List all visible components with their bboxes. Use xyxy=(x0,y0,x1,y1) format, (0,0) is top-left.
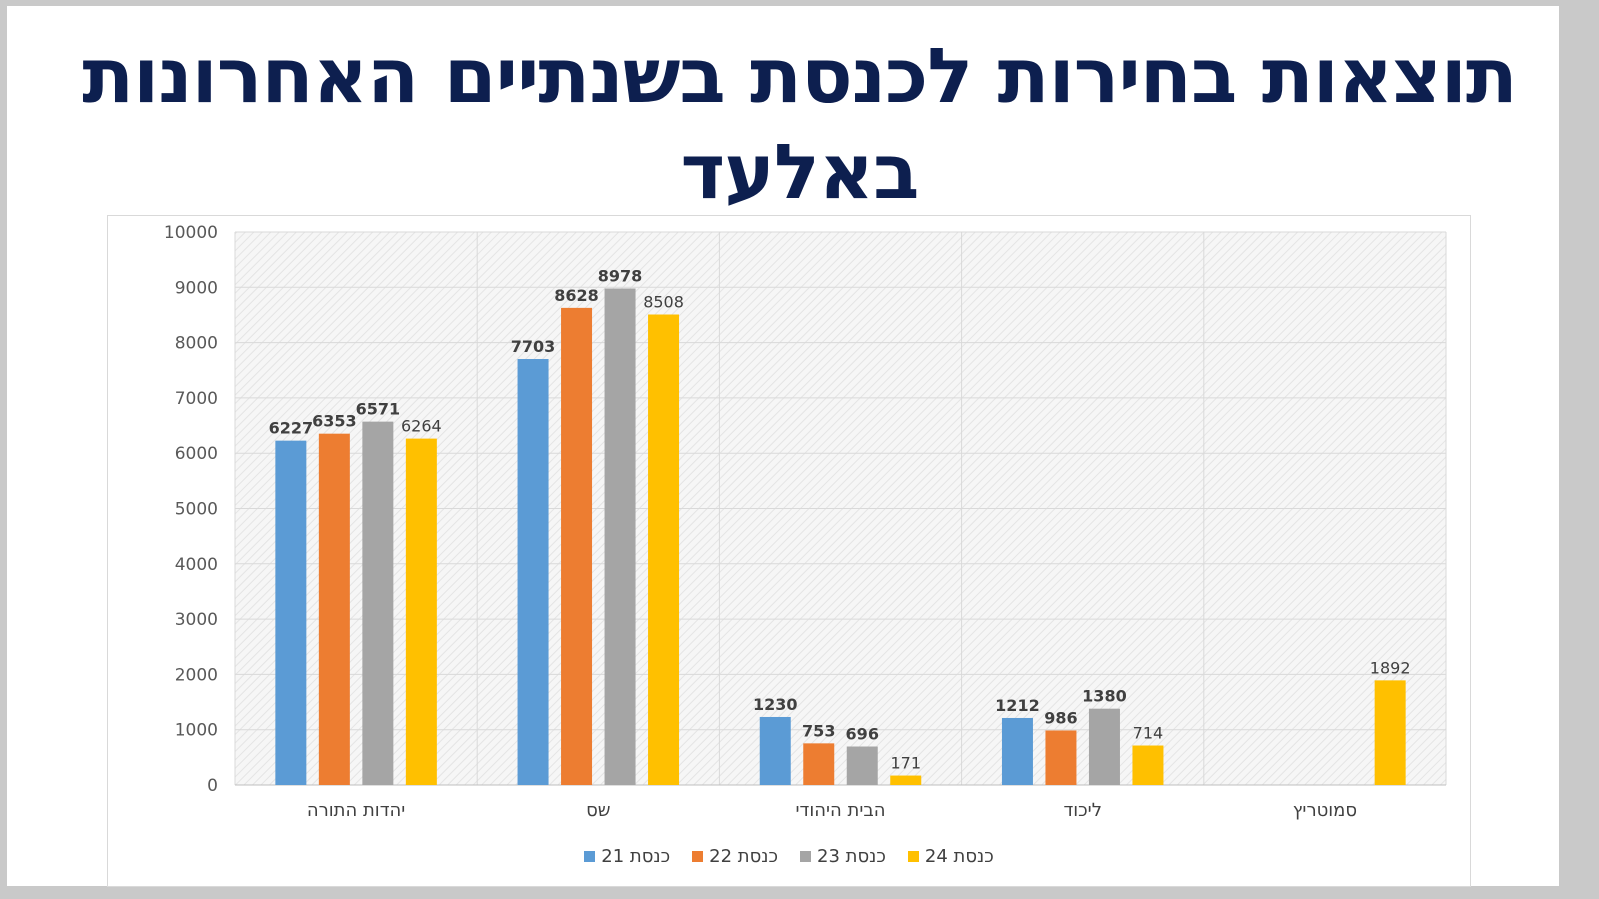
chart-legend: כנסת 21 כנסת 22 כנסת 23 כנסת 24 xyxy=(108,846,1470,867)
y-tick-label: 3000 xyxy=(175,610,218,630)
bar xyxy=(1088,708,1120,785)
x-tick-label: הבית היהודי xyxy=(795,800,885,821)
legend-swatch xyxy=(692,851,704,862)
data-label: 6571 xyxy=(356,400,401,419)
chart-container: 0 1000 2000 3000 4000 5000 6000 7000 8000 9000 100… xyxy=(107,215,1471,887)
legend-swatch xyxy=(907,851,919,862)
data-label: 1230 xyxy=(753,695,798,714)
y-tick-label: 1000 xyxy=(175,721,218,741)
bar xyxy=(561,307,593,785)
legend-label: כנסת 21 xyxy=(601,846,671,867)
data-label: 8628 xyxy=(554,286,599,305)
bar xyxy=(275,440,307,785)
bar xyxy=(517,359,549,785)
data-label: 986 xyxy=(1044,708,1077,727)
y-tick-label: 9000 xyxy=(175,278,218,298)
x-axis: יהדות התורה שס הבית היהודי ליכוד סמוטריץ xyxy=(307,800,1357,821)
data-label: 8508 xyxy=(643,293,684,312)
y-tick-label: 2000 xyxy=(175,665,218,685)
bar xyxy=(846,746,878,785)
bars xyxy=(275,288,1406,785)
y-tick-label: 10000 xyxy=(164,223,218,243)
x-tick-label: סמוטריץ xyxy=(1293,800,1357,821)
bar xyxy=(362,421,394,785)
data-label: 7703 xyxy=(511,337,556,356)
data-label: 1380 xyxy=(1082,687,1127,706)
legend-swatch xyxy=(800,851,811,862)
page-title: תוצאות בחירות לכנסת בשנתיים האחרונות באל… xyxy=(82,31,1518,216)
bar xyxy=(648,314,680,785)
bar xyxy=(1001,717,1033,785)
bar xyxy=(405,438,437,785)
y-tick-label: 0 xyxy=(207,776,218,796)
bar xyxy=(1045,730,1077,785)
x-tick-label: יהדות התורה xyxy=(307,800,405,821)
bar-chart: 0 1000 2000 3000 4000 5000 6000 7000 8000 9000 100… xyxy=(164,223,1447,821)
bar xyxy=(803,743,835,785)
bar xyxy=(890,775,922,785)
legend-label: כנסת 24 xyxy=(924,846,994,867)
bar xyxy=(318,433,350,785)
bar xyxy=(1374,680,1406,785)
data-label: 696 xyxy=(846,725,879,744)
x-tick-label: ליכוד xyxy=(1063,800,1102,821)
bar xyxy=(759,716,791,785)
y-tick-label: 5000 xyxy=(175,500,218,520)
y-tick-label: 8000 xyxy=(175,334,218,354)
data-label: 1892 xyxy=(1370,658,1411,677)
bar xyxy=(604,288,636,785)
y-tick-label: 4000 xyxy=(175,555,218,575)
y-tick-label: 6000 xyxy=(175,444,218,464)
legend-label: כנסת 23 xyxy=(817,846,886,867)
bar xyxy=(1132,745,1164,785)
legend-label: כנסת 22 xyxy=(709,846,778,867)
legend-item: כנסת 23 xyxy=(800,846,886,867)
data-label: 714 xyxy=(1133,724,1164,743)
data-label: 6264 xyxy=(401,417,442,436)
data-label: 171 xyxy=(890,754,921,773)
y-tick-label: 7000 xyxy=(175,389,218,409)
legend-item: כנסת 24 xyxy=(907,846,994,867)
data-label: 1212 xyxy=(995,696,1040,715)
legend-swatch xyxy=(584,851,596,862)
data-label: 8978 xyxy=(598,267,643,286)
data-label: 6227 xyxy=(269,419,314,438)
data-label: 6353 xyxy=(312,412,357,431)
y-axis: 0 1000 2000 3000 4000 5000 6000 7000 8000 9000 100… xyxy=(164,223,218,796)
legend-item: כנסת 21 xyxy=(584,846,670,867)
data-label: 753 xyxy=(802,721,835,740)
x-tick-label: שס xyxy=(586,800,610,821)
legend-item: כנסת 22 xyxy=(692,846,778,867)
